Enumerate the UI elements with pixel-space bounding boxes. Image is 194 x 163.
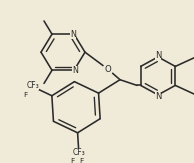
- Text: N: N: [155, 92, 161, 101]
- Text: F: F: [24, 92, 28, 98]
- Text: N: N: [155, 51, 161, 59]
- Text: CF₃: CF₃: [26, 81, 39, 90]
- Text: O: O: [105, 65, 111, 74]
- Text: N: N: [70, 30, 76, 39]
- Text: N: N: [72, 66, 78, 75]
- Text: CF₃: CF₃: [72, 148, 85, 157]
- Text: F  F: F F: [71, 158, 84, 163]
